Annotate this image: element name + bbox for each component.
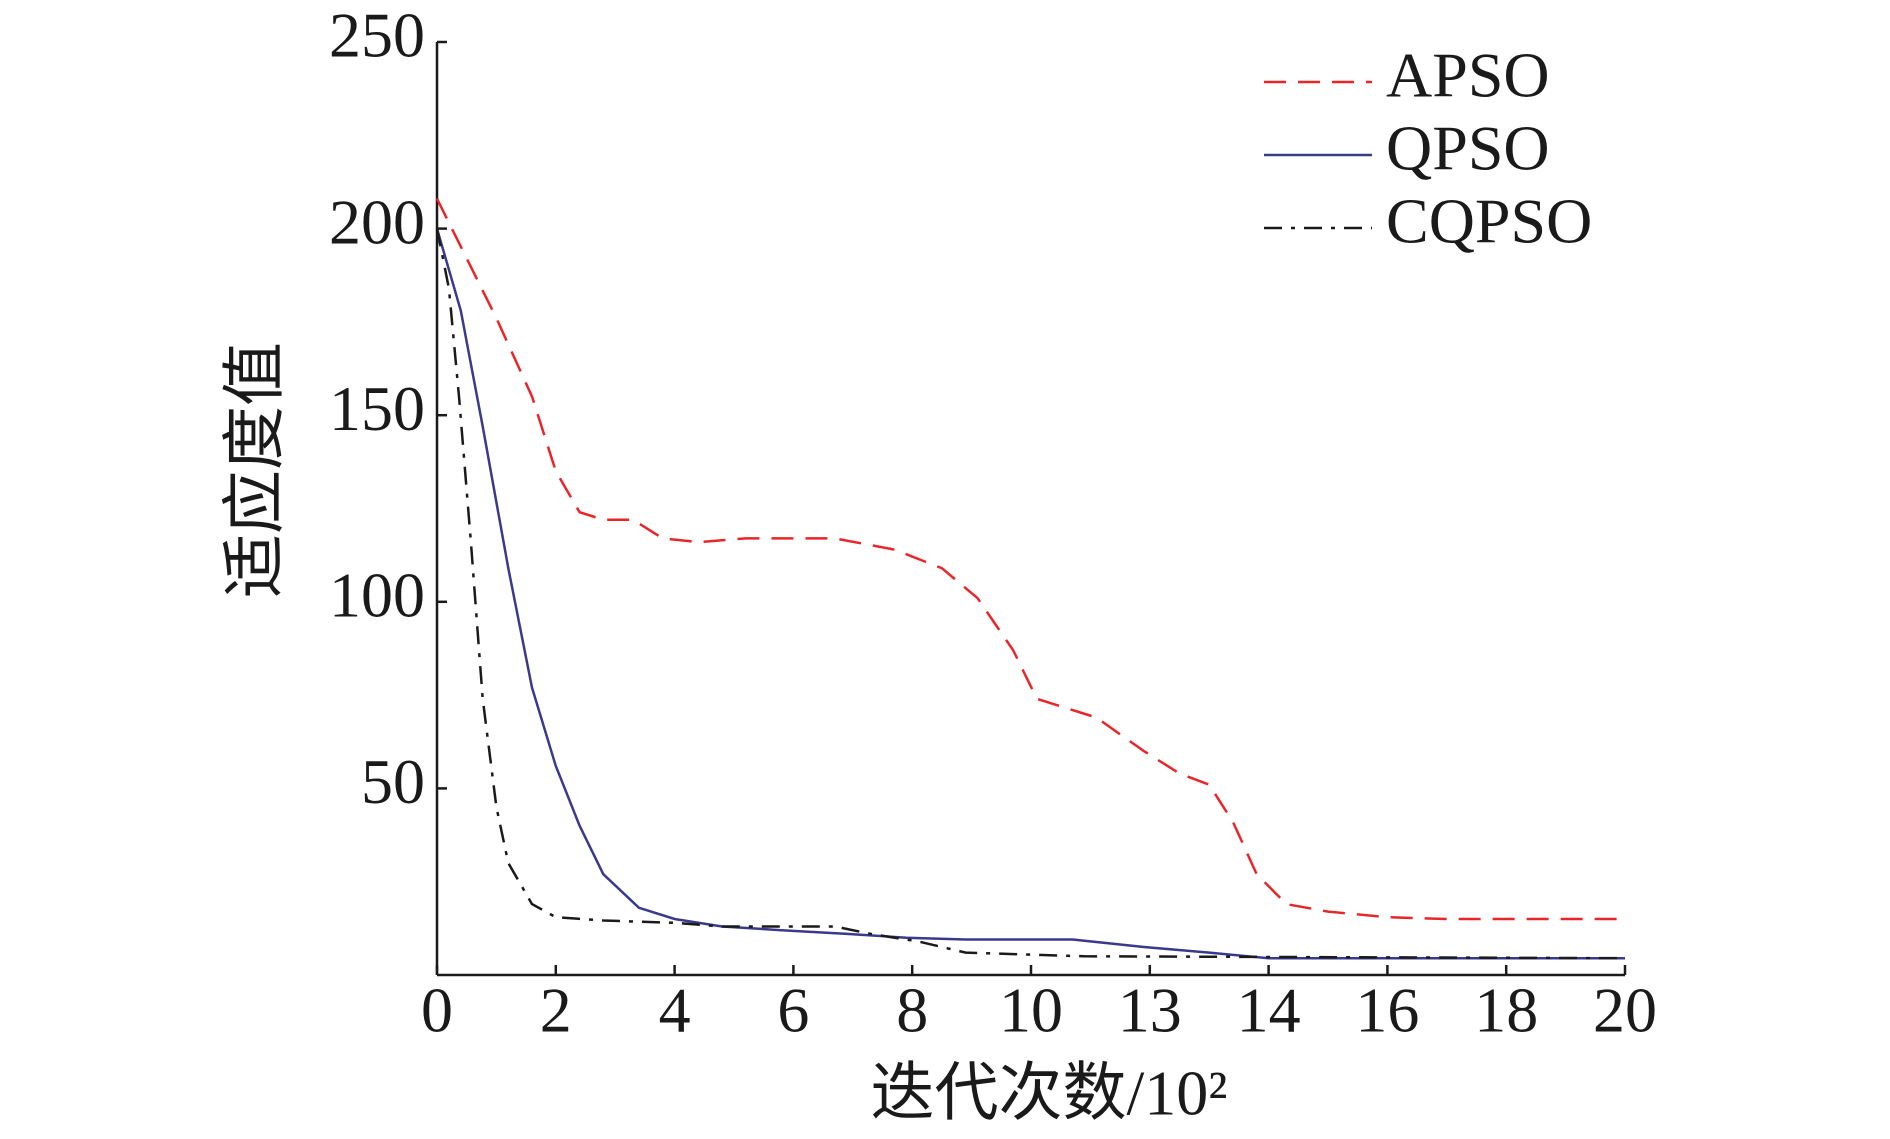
y-tick-label: 150 (329, 373, 425, 444)
series-line (435, 228, 1626, 960)
y-tick-label: 250 (329, 0, 425, 71)
legend-label: APSO (1386, 40, 1550, 111)
x-tick-label: 0 (421, 975, 453, 1046)
y-tick-label: 100 (329, 559, 425, 630)
x-axis-label: 迭代次数/10² (871, 1058, 1228, 1129)
x-tick-label: 8 (896, 975, 928, 1046)
x-tick-label: 20 (1593, 975, 1657, 1046)
y-tick-label: 200 (329, 186, 425, 257)
x-tick-label: 2 (540, 975, 572, 1046)
legend-label: QPSO (1386, 113, 1550, 184)
y-axis-label: 适应度值 (220, 342, 291, 598)
x-tick-label: 6 (777, 975, 809, 1046)
x-tick-label: 13 (1118, 975, 1182, 1046)
y-tick-label: 50 (361, 746, 425, 817)
x-tick-label: 18 (1474, 975, 1538, 1046)
x-tick-label: 14 (1237, 975, 1301, 1046)
x-tick-label: 16 (1355, 975, 1419, 1046)
series-line (435, 198, 1625, 921)
series-line (435, 228, 1625, 960)
legend-label: CQPSO (1386, 186, 1592, 257)
x-tick-label: 4 (659, 975, 691, 1046)
x-tick-label: 10 (999, 975, 1063, 1046)
